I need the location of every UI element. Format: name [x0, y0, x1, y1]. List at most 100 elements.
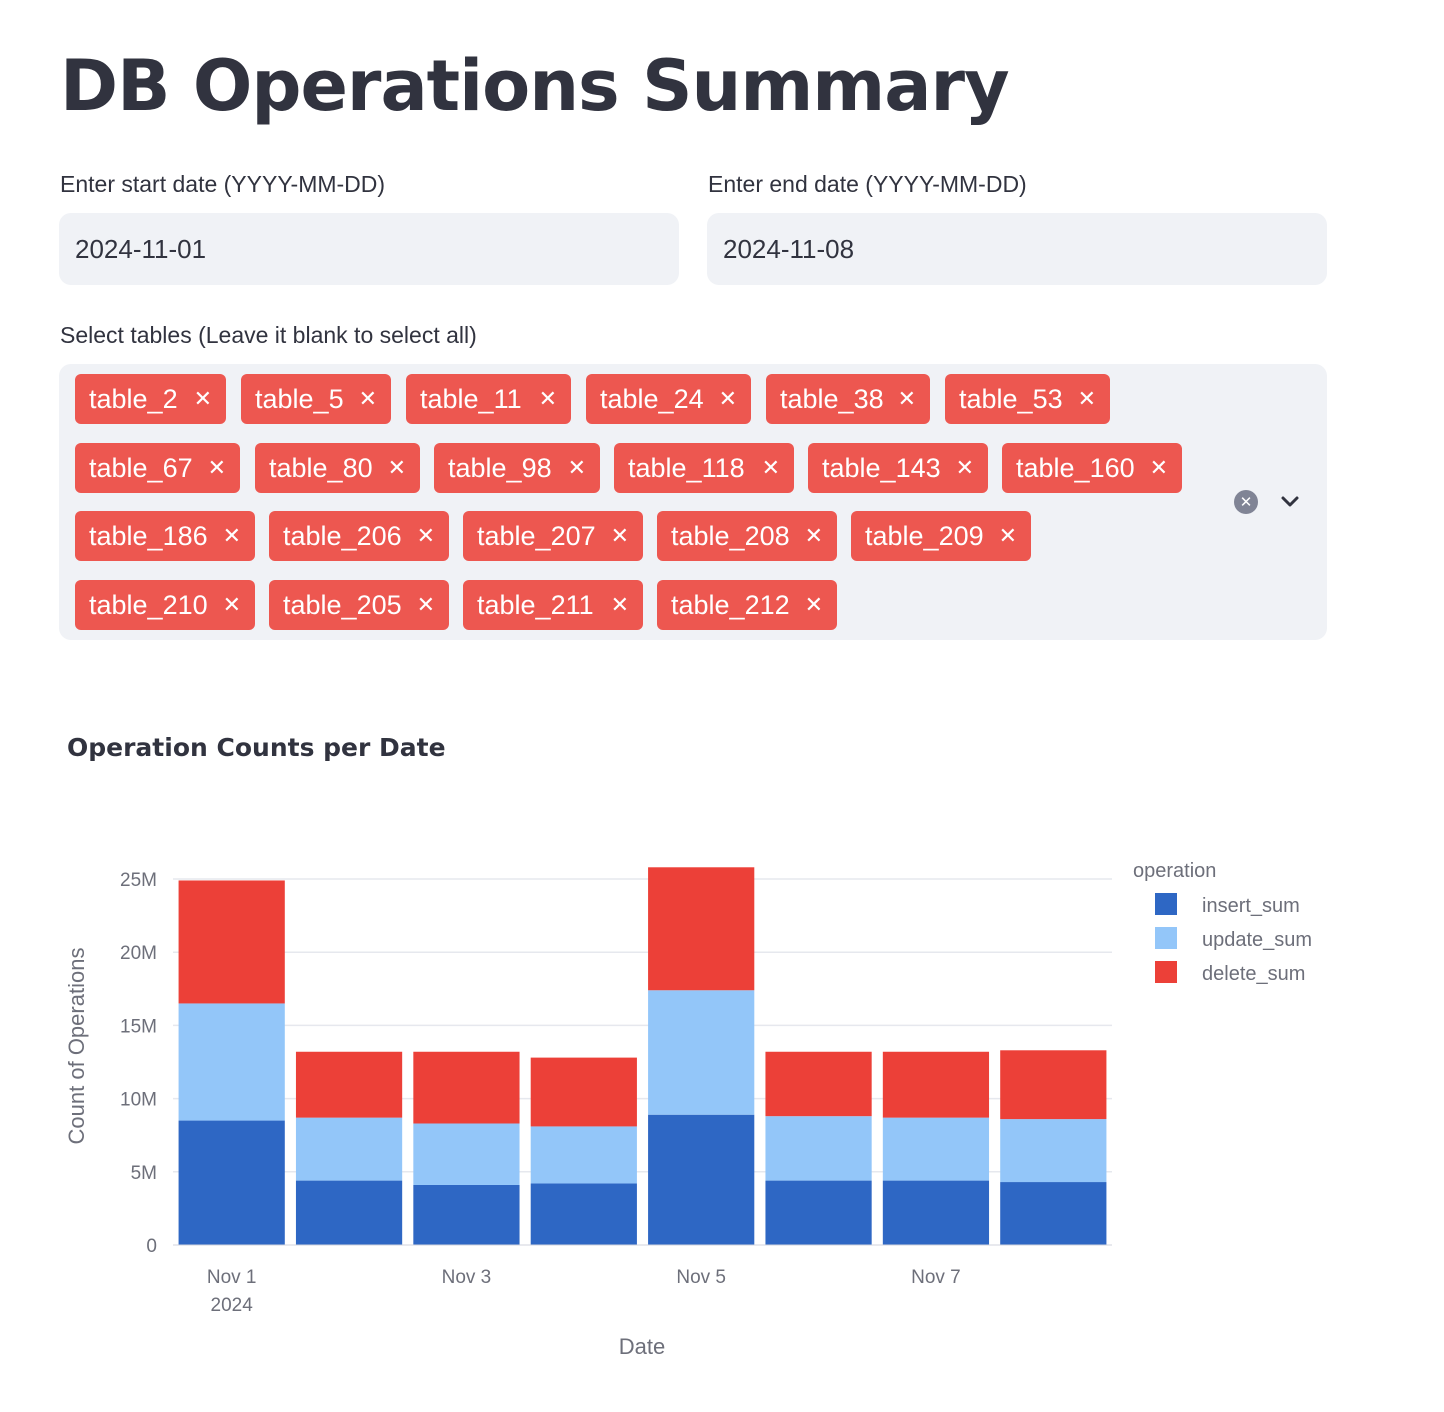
y-tick-label: 0	[146, 1236, 157, 1257]
start-date-label: Enter start date (YYYY-MM-DD)	[60, 171, 386, 197]
remove-tag-icon[interactable]: ✕	[1149, 455, 1168, 480]
table-tag[interactable]: table_206 ✕	[269, 511, 449, 561]
table-tag[interactable]: table_210 ✕	[75, 580, 255, 630]
bar-insert_sum	[295, 1180, 403, 1245]
x-tick-label: Nov 5	[676, 1267, 726, 1288]
remove-tag-icon[interactable]: ✕	[1077, 386, 1096, 411]
table-tag-label: table_205	[283, 589, 402, 620]
table-tag[interactable]: table_212 ✕	[657, 580, 837, 630]
bar-delete_sum	[882, 1051, 990, 1118]
table-tag[interactable]: table_160 ✕	[1002, 443, 1182, 493]
table-tag-label: table_210	[89, 589, 208, 620]
legend-swatch-delete_sum	[1155, 961, 1177, 983]
table-tag-label: table_143	[822, 452, 941, 483]
remove-tag-icon[interactable]: ✕	[222, 592, 241, 617]
bar-delete_sum	[178, 880, 285, 1004]
start-date-input[interactable]	[59, 213, 679, 285]
table-tag[interactable]: table_209 ✕	[851, 511, 1031, 561]
table-tag-label: table_208	[671, 520, 790, 551]
legend-swatch-insert_sum	[1155, 893, 1177, 915]
table-tag-label: table_67	[89, 452, 193, 483]
remove-tag-icon[interactable]: ✕	[610, 592, 629, 617]
remove-tag-icon[interactable]: ✕	[416, 592, 435, 617]
table-tag-label: table_206	[283, 520, 402, 551]
tables-select-label: Select tables (Leave it blank to select …	[60, 322, 477, 348]
bar-insert_sum	[413, 1184, 520, 1245]
table-tag-label: table_209	[865, 520, 984, 551]
remove-tag-icon[interactable]: ✕	[718, 386, 737, 411]
x-axis-title: Date	[619, 1334, 665, 1359]
legend-title: operation	[1133, 860, 1216, 882]
remove-tag-icon[interactable]: ✕	[358, 386, 377, 411]
x-tick-sublabel: 2024	[211, 1295, 254, 1316]
table-tag-label: table_11	[420, 383, 522, 414]
remove-tag-icon[interactable]: ✕	[207, 455, 226, 480]
table-tag-label: table_118	[628, 452, 745, 483]
bar-update_sum	[178, 1003, 285, 1121]
table-tag[interactable]: table_53 ✕	[945, 374, 1110, 424]
legend-label: update_sum	[1202, 929, 1312, 951]
table-tag[interactable]: table_205 ✕	[269, 580, 449, 630]
table-tag-label: table_80	[269, 452, 373, 483]
table-tag-label: table_160	[1016, 452, 1135, 483]
clear-circle-icon[interactable]: ✕	[1234, 490, 1258, 514]
remove-tag-icon[interactable]: ✕	[955, 455, 974, 480]
table-tag-label: table_5	[255, 383, 344, 414]
table-tag[interactable]: table_207 ✕	[463, 511, 643, 561]
table-tag-label: table_53	[959, 383, 1063, 414]
table-tag-label: table_207	[477, 520, 596, 551]
remove-tag-icon[interactable]: ✕	[567, 455, 586, 480]
table-tag[interactable]: table_208 ✕	[657, 511, 837, 561]
remove-tag-icon[interactable]: ✕	[538, 386, 557, 411]
y-axis-title: Count of Operations	[64, 948, 89, 1145]
table-tag[interactable]: table_38 ✕	[766, 374, 930, 424]
x-tick-label: Nov 1	[207, 1267, 257, 1288]
table-tag[interactable]: table_98 ✕	[434, 443, 600, 493]
remove-tag-icon[interactable]: ✕	[387, 455, 406, 480]
bar-insert_sum	[1000, 1182, 1107, 1245]
bar-update_sum	[765, 1116, 872, 1181]
remove-tag-icon[interactable]: ✕	[222, 523, 241, 548]
bar-update_sum	[295, 1117, 403, 1181]
bar-delete_sum	[413, 1051, 520, 1124]
remove-tag-icon[interactable]: ✕	[416, 523, 435, 548]
bar-update_sum	[1000, 1119, 1107, 1183]
table-tag[interactable]: table_11 ✕	[406, 374, 571, 424]
remove-tag-icon[interactable]: ✕	[804, 523, 823, 548]
y-tick-label: 25M	[120, 870, 157, 891]
bar-delete_sum	[295, 1051, 403, 1118]
table-tag[interactable]: table_5 ✕	[241, 374, 391, 424]
remove-tag-icon[interactable]: ✕	[193, 386, 212, 411]
remove-tag-icon[interactable]: ✕	[761, 455, 780, 480]
bar-insert_sum	[882, 1180, 990, 1245]
x-tick-label: Nov 3	[442, 1267, 492, 1288]
remove-tag-icon[interactable]: ✕	[897, 386, 916, 411]
bar-update_sum	[530, 1126, 637, 1184]
bar-delete_sum	[1000, 1050, 1107, 1120]
table-tag[interactable]: table_24 ✕	[586, 374, 751, 424]
end-date-input[interactable]	[707, 213, 1327, 285]
legend-label: delete_sum	[1202, 963, 1305, 985]
bar-delete_sum	[765, 1051, 872, 1117]
table-tag[interactable]: table_2 ✕	[75, 374, 226, 424]
bar-insert_sum	[178, 1120, 285, 1245]
table-tag[interactable]: table_118 ✕	[614, 443, 794, 493]
table-tag[interactable]: table_211 ✕	[463, 580, 643, 630]
table-tag[interactable]: table_186 ✕	[75, 511, 255, 561]
bar-insert_sum	[765, 1180, 872, 1245]
bar-delete_sum	[530, 1057, 637, 1127]
remove-tag-icon[interactable]: ✕	[804, 592, 823, 617]
table-tag[interactable]: table_143 ✕	[808, 443, 988, 493]
chart-title: Operation Counts per Date	[67, 733, 446, 762]
x-tick-label: Nov 7	[911, 1267, 961, 1288]
y-tick-label: 5M	[131, 1163, 157, 1184]
table-tag[interactable]: table_80 ✕	[255, 443, 420, 493]
remove-tag-icon[interactable]: ✕	[610, 523, 629, 548]
bar-update_sum	[413, 1123, 520, 1185]
remove-tag-icon[interactable]: ✕	[998, 523, 1017, 548]
table-tag-label: table_211	[477, 589, 594, 620]
legend-swatch-update_sum	[1155, 927, 1177, 949]
table-tag[interactable]: table_67 ✕	[75, 443, 240, 493]
chevron-down-icon[interactable]	[1277, 488, 1303, 514]
